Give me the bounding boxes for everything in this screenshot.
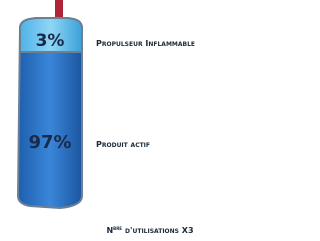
top-label: Propulseur Inflammable bbox=[96, 39, 195, 48]
bottom-label: Produit actif bbox=[96, 140, 150, 149]
footer-text: d'utilisations X3 bbox=[125, 226, 193, 235]
page: 3% Propulseur Inflammable 97% Produit ac… bbox=[0, 0, 256, 241]
footer-prefix: N bbox=[106, 226, 113, 235]
footer-superscript: bre bbox=[113, 225, 122, 232]
bottom-percent: 97% bbox=[28, 132, 71, 153]
top-percent: 3% bbox=[36, 31, 65, 51]
diagram: 3% Propulseur Inflammable 97% Produit ac… bbox=[0, 0, 256, 241]
